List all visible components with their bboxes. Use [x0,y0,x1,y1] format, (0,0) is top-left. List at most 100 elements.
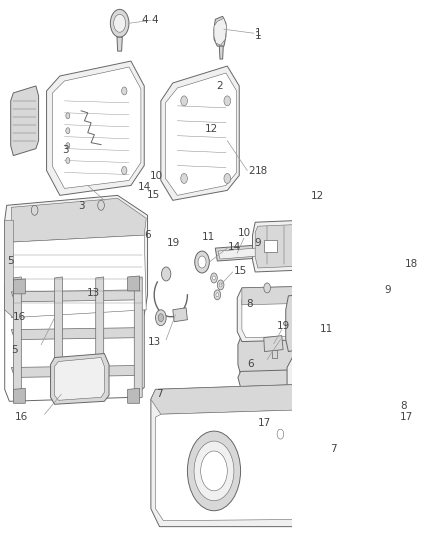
Circle shape [370,420,379,434]
Text: 11: 11 [320,324,333,334]
Polygon shape [11,235,146,318]
Circle shape [312,477,342,521]
Circle shape [217,280,224,290]
Polygon shape [237,285,377,342]
Circle shape [365,413,384,441]
Polygon shape [11,86,39,156]
Text: 8: 8 [400,401,406,411]
Circle shape [122,166,127,174]
Text: 12: 12 [311,191,324,201]
Circle shape [198,256,206,268]
Polygon shape [219,46,223,59]
Text: 7: 7 [330,444,337,454]
Polygon shape [161,66,239,200]
Polygon shape [173,308,187,322]
Polygon shape [348,256,392,312]
Text: 17: 17 [258,418,271,428]
Text: 14: 14 [138,182,151,192]
Text: 9: 9 [254,238,261,248]
Polygon shape [238,335,375,375]
Circle shape [155,310,166,326]
Text: 13: 13 [87,288,100,298]
Text: 13: 13 [148,337,161,346]
Circle shape [66,113,70,119]
Polygon shape [155,407,392,521]
Polygon shape [361,305,393,332]
Circle shape [219,283,222,287]
Polygon shape [264,240,277,252]
Polygon shape [286,294,311,352]
Circle shape [216,293,219,297]
Circle shape [158,314,163,322]
Circle shape [66,128,70,134]
Circle shape [195,251,209,273]
Text: 4: 4 [141,15,148,25]
Text: 6: 6 [144,230,151,240]
Polygon shape [218,248,258,259]
Circle shape [277,429,284,439]
Text: 1: 1 [254,31,261,41]
Text: 10: 10 [150,172,163,181]
Circle shape [114,14,126,32]
Circle shape [187,431,240,511]
Polygon shape [388,382,399,527]
Polygon shape [5,196,148,325]
Polygon shape [287,354,388,479]
Polygon shape [215,245,259,261]
Text: 11: 11 [202,232,215,243]
Circle shape [181,96,187,106]
Polygon shape [253,218,355,272]
Polygon shape [127,389,140,403]
Polygon shape [55,358,104,400]
Polygon shape [13,389,25,403]
Text: 15: 15 [234,266,247,276]
Polygon shape [117,37,122,51]
Polygon shape [53,67,141,188]
Circle shape [122,87,127,95]
Text: 16: 16 [13,312,26,322]
Polygon shape [214,18,226,45]
Text: 7: 7 [155,389,162,399]
Text: 10: 10 [238,228,251,238]
Polygon shape [364,309,392,328]
Circle shape [264,283,270,293]
Text: 3: 3 [63,145,69,155]
Text: 9: 9 [385,285,392,295]
Text: 14: 14 [228,242,241,252]
Circle shape [194,441,234,501]
Polygon shape [5,220,13,318]
Circle shape [31,205,38,215]
Polygon shape [238,367,375,387]
Circle shape [214,290,221,300]
Text: 4: 4 [152,15,158,25]
Circle shape [224,173,230,183]
Text: 1: 1 [255,28,262,38]
Polygon shape [96,277,104,399]
Text: 12: 12 [205,124,218,134]
Polygon shape [255,222,352,268]
Polygon shape [294,361,384,474]
Text: 19: 19 [167,238,180,248]
Circle shape [162,267,171,281]
Polygon shape [46,61,144,196]
Polygon shape [272,350,277,358]
Circle shape [110,10,129,37]
Polygon shape [127,276,140,291]
Circle shape [66,143,70,149]
Circle shape [360,405,389,449]
Circle shape [66,158,70,164]
Text: 2: 2 [248,166,255,175]
Circle shape [201,451,227,491]
Text: 8: 8 [246,298,252,309]
Text: 19: 19 [276,321,290,330]
Circle shape [318,485,336,513]
Circle shape [211,273,217,283]
Circle shape [98,200,104,211]
Circle shape [224,96,230,106]
Polygon shape [13,277,21,399]
Polygon shape [13,279,25,294]
Polygon shape [11,198,146,242]
Text: 16: 16 [15,412,28,422]
Polygon shape [293,354,388,377]
Text: 18: 18 [405,259,418,269]
